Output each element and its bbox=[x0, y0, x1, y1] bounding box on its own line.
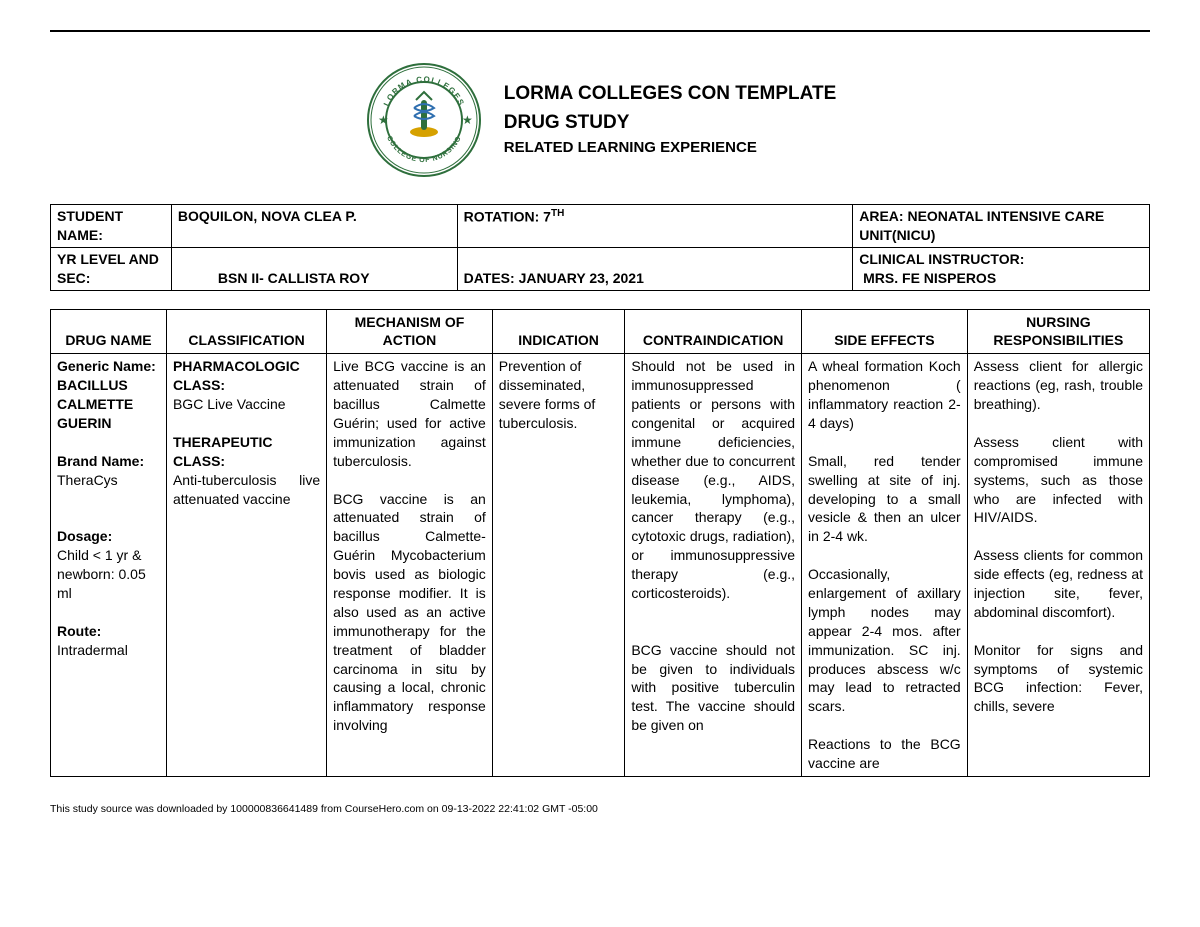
document-subtitle: RELATED LEARNING EXPERIENCE bbox=[504, 137, 837, 160]
svg-text:★: ★ bbox=[462, 113, 473, 127]
drug-study-table: DRUG NAME CLASSIFICATION MECHANISM OFACT… bbox=[50, 309, 1150, 777]
cell-side-effects: A wheal formation Koch phenomenon ( infl… bbox=[802, 354, 968, 777]
cell-indication: Prevention of disseminated, severe forms… bbox=[492, 354, 625, 777]
label-rotation: ROTATION: 7TH bbox=[457, 205, 853, 248]
label-yr-level: YR LEVEL AND SEC: bbox=[51, 247, 172, 290]
top-horizontal-rule bbox=[50, 30, 1150, 32]
document-type: DRUG STUDY bbox=[504, 109, 837, 138]
label-area: AREA: NEONATAL INTENSIVE CARE UNIT(NICU) bbox=[853, 205, 1150, 248]
svg-text:★: ★ bbox=[378, 113, 389, 127]
drug-row-bcg: Generic Name:BACILLUS CALMETTE GUERINBra… bbox=[51, 354, 1150, 777]
col-classification: CLASSIFICATION bbox=[166, 309, 326, 354]
col-nursing: NURSINGRESPONSIBILITIES bbox=[967, 309, 1149, 354]
cell-mechanism: Live BCG vaccine is an attenuated strain… bbox=[327, 354, 493, 777]
col-side-effects: SIDE EFFECTS bbox=[802, 309, 968, 354]
col-contraindication: CONTRAINDICATION bbox=[625, 309, 802, 354]
header-title-block: LORMA COLLEGES CON TEMPLATE DRUG STUDY R… bbox=[504, 80, 837, 160]
value-yr-level: BSN II- CALLISTA ROY bbox=[171, 247, 457, 290]
col-drug-name: DRUG NAME bbox=[51, 309, 167, 354]
col-mechanism: MECHANISM OFACTION bbox=[327, 309, 493, 354]
label-dates: DATES: JANUARY 23, 2021 bbox=[457, 247, 853, 290]
label-ci: CLINICAL INSTRUCTOR: MRS. FE NISPEROS bbox=[853, 247, 1150, 290]
college-seal-logo: LORMA COLLEGES COLLEGE OF NURSING ★ ★ bbox=[364, 60, 484, 180]
label-student-name: STUDENT NAME: bbox=[51, 205, 172, 248]
student-info-table: STUDENT NAME: BOQUILON, NOVA CLEA P. ROT… bbox=[50, 204, 1150, 291]
source-footnote: This study source was downloaded by 1000… bbox=[50, 803, 1150, 815]
value-student-name: BOQUILON, NOVA CLEA P. bbox=[171, 205, 457, 248]
institution-title: LORMA COLLEGES CON TEMPLATE bbox=[504, 80, 837, 109]
col-indication: INDICATION bbox=[492, 309, 625, 354]
document-header: LORMA COLLEGES COLLEGE OF NURSING ★ ★ LO… bbox=[50, 60, 1150, 180]
cell-contraindication: Should not be used in immunosuppressed p… bbox=[625, 354, 802, 777]
cell-classification: PHARMACOLOGIC CLASS:BGC Live VaccineTHER… bbox=[166, 354, 326, 777]
drug-table-header-row: DRUG NAME CLASSIFICATION MECHANISM OFACT… bbox=[51, 309, 1150, 354]
cell-drug-name: Generic Name:BACILLUS CALMETTE GUERINBra… bbox=[51, 354, 167, 777]
cell-nursing: Assess client for allergic reactions (eg… bbox=[967, 354, 1149, 777]
